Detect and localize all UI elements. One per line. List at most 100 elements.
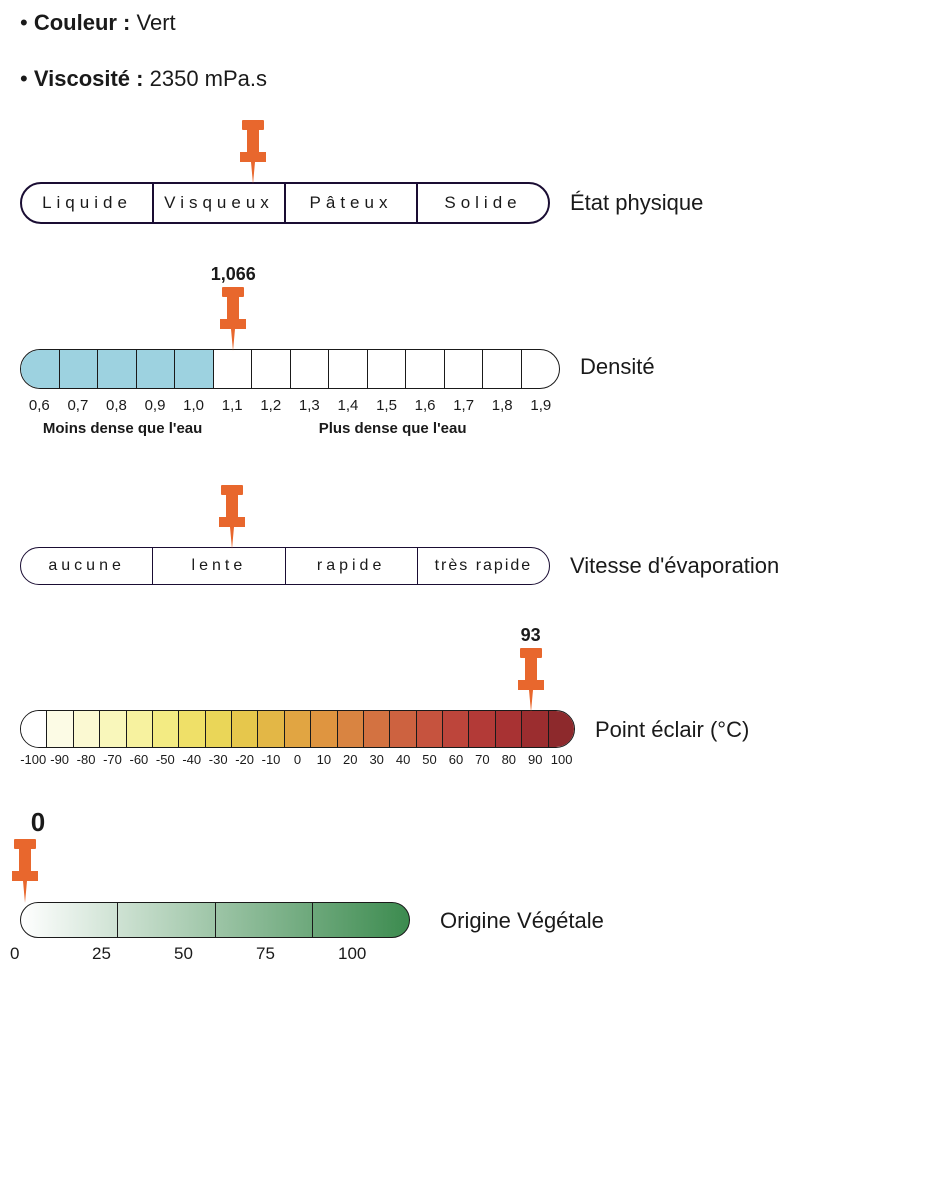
- flash-tick: 0: [284, 752, 310, 767]
- etat-cell: Liquide: [22, 184, 154, 222]
- origine-pin-value: 0: [31, 807, 45, 838]
- densite-cell: [483, 350, 522, 388]
- etat-cell: Visqueux: [154, 184, 286, 222]
- densite-cell: [445, 350, 484, 388]
- etat-pin-icon: [236, 118, 270, 188]
- evap-title: Vitesse d'évaporation: [570, 553, 779, 579]
- densite-tick: 0,6: [20, 397, 59, 414]
- densite-tick: 1,3: [290, 397, 329, 414]
- flash-tick: -40: [179, 752, 205, 767]
- flash-cell: [338, 711, 364, 747]
- densite-tick: 1,9: [522, 397, 561, 414]
- flash-tick: 40: [390, 752, 416, 767]
- densite-cell: [368, 350, 407, 388]
- flash-tick: -80: [73, 752, 99, 767]
- origine-cell: [118, 903, 215, 937]
- flash-cell: [443, 711, 469, 747]
- origine-tick: 75: [256, 944, 338, 964]
- densite-tick: 0,8: [97, 397, 136, 414]
- densite-title: Densité: [580, 354, 655, 380]
- etat-section: LiquideVisqueuxPâteuxSolide État physiqu…: [20, 112, 916, 224]
- origine-cell: [313, 903, 409, 937]
- flash-cell: [258, 711, 284, 747]
- flash-ticks: -100-90-80-70-60-50-40-30-20-10010203040…: [20, 752, 575, 767]
- etat-cell: Solide: [418, 184, 548, 222]
- flash-tick: -20: [231, 752, 257, 767]
- densite-pin-icon: [216, 285, 250, 355]
- densite-tick: 1,0: [174, 397, 213, 414]
- flash-tick: 10: [311, 752, 337, 767]
- evap-section: aucunelenterapidetrès rapide Vitesse d'é…: [20, 477, 916, 585]
- origine-tick: 0: [10, 944, 92, 964]
- origine-ticks: 0255075100: [10, 944, 420, 964]
- flash-tick: -100: [20, 752, 46, 767]
- evap-cell: lente: [153, 548, 285, 584]
- densite-scale: [20, 349, 560, 389]
- densite-cell: [60, 350, 99, 388]
- densite-tick: 1,6: [406, 397, 445, 414]
- couleur-line: • Couleur : Vert: [20, 10, 916, 36]
- origine-title: Origine Végétale: [440, 908, 604, 934]
- flash-cell: [549, 711, 574, 747]
- origine-cell: [21, 903, 118, 937]
- densite-tick: 1,8: [483, 397, 522, 414]
- etat-scale: LiquideVisqueuxPâteuxSolide: [20, 182, 550, 224]
- viscosite-line: • Viscosité : 2350 mPa.s: [20, 66, 916, 92]
- flash-cell: [74, 711, 100, 747]
- flash-tick: 70: [469, 752, 495, 767]
- couleur-value: Vert: [137, 10, 176, 35]
- densite-cell: [175, 350, 214, 388]
- densite-section: 1,066 0,60,70,80,91,01,11,21,31,41,51,61…: [20, 264, 916, 437]
- flash-tick: -60: [126, 752, 152, 767]
- flash-cell: [179, 711, 205, 747]
- etat-cell: Pâteux: [286, 184, 418, 222]
- flash-tick: 60: [443, 752, 469, 767]
- couleur-label: Couleur :: [34, 10, 131, 35]
- densite-tick: 0,7: [59, 397, 98, 414]
- densite-tick: 1,5: [367, 397, 406, 414]
- flash-scale: [20, 710, 575, 748]
- origine-tick: 25: [92, 944, 174, 964]
- origine-pin-icon: [8, 837, 42, 907]
- evap-pin-icon: [215, 483, 249, 553]
- flash-section: 93 -100-90-80-70-60-50-40-30-20-10010203…: [20, 625, 916, 767]
- origine-tick: 100: [338, 944, 420, 964]
- evap-cell: rapide: [286, 548, 418, 584]
- flash-cell: [232, 711, 258, 747]
- densite-cell: [291, 350, 330, 388]
- flash-tick: -30: [205, 752, 231, 767]
- densite-tick: 1,7: [444, 397, 483, 414]
- origine-tick: 50: [174, 944, 256, 964]
- origine-cell: [216, 903, 313, 937]
- etat-title: État physique: [570, 190, 703, 216]
- origine-section: 0 0255075100 Origine Végétale: [20, 807, 916, 964]
- densite-cell: [21, 350, 60, 388]
- densite-tick: 0,9: [136, 397, 175, 414]
- origine-scale: [20, 902, 410, 938]
- flash-cell: [47, 711, 73, 747]
- densite-tick: 1,1: [213, 397, 252, 414]
- evap-cell: aucune: [21, 548, 153, 584]
- densite-tick: 1,2: [251, 397, 290, 414]
- flash-cell: [469, 711, 495, 747]
- flash-tick: 30: [363, 752, 389, 767]
- flash-pin-icon: [514, 646, 548, 716]
- densite-cell: [98, 350, 137, 388]
- flash-cell: [311, 711, 337, 747]
- flash-tick: 80: [496, 752, 522, 767]
- flash-cell: [285, 711, 311, 747]
- flash-cell: [21, 711, 47, 747]
- densite-cell: [137, 350, 176, 388]
- densite-sublabel-right: Plus dense que l'eau: [225, 420, 560, 437]
- flash-cell: [496, 711, 522, 747]
- flash-tick: 20: [337, 752, 363, 767]
- viscosite-label: Viscosité :: [34, 66, 144, 91]
- flash-cell: [364, 711, 390, 747]
- densite-ticks: 0,60,70,80,91,01,11,21,31,41,51,61,71,81…: [20, 397, 560, 414]
- viscosite-value: 2350 mPa.s: [150, 66, 267, 91]
- evap-cell: très rapide: [418, 548, 549, 584]
- densite-sublabel-left: Moins dense que l'eau: [20, 420, 225, 437]
- densite-cell: [522, 350, 560, 388]
- flash-cell: [100, 711, 126, 747]
- flash-cell: [522, 711, 548, 747]
